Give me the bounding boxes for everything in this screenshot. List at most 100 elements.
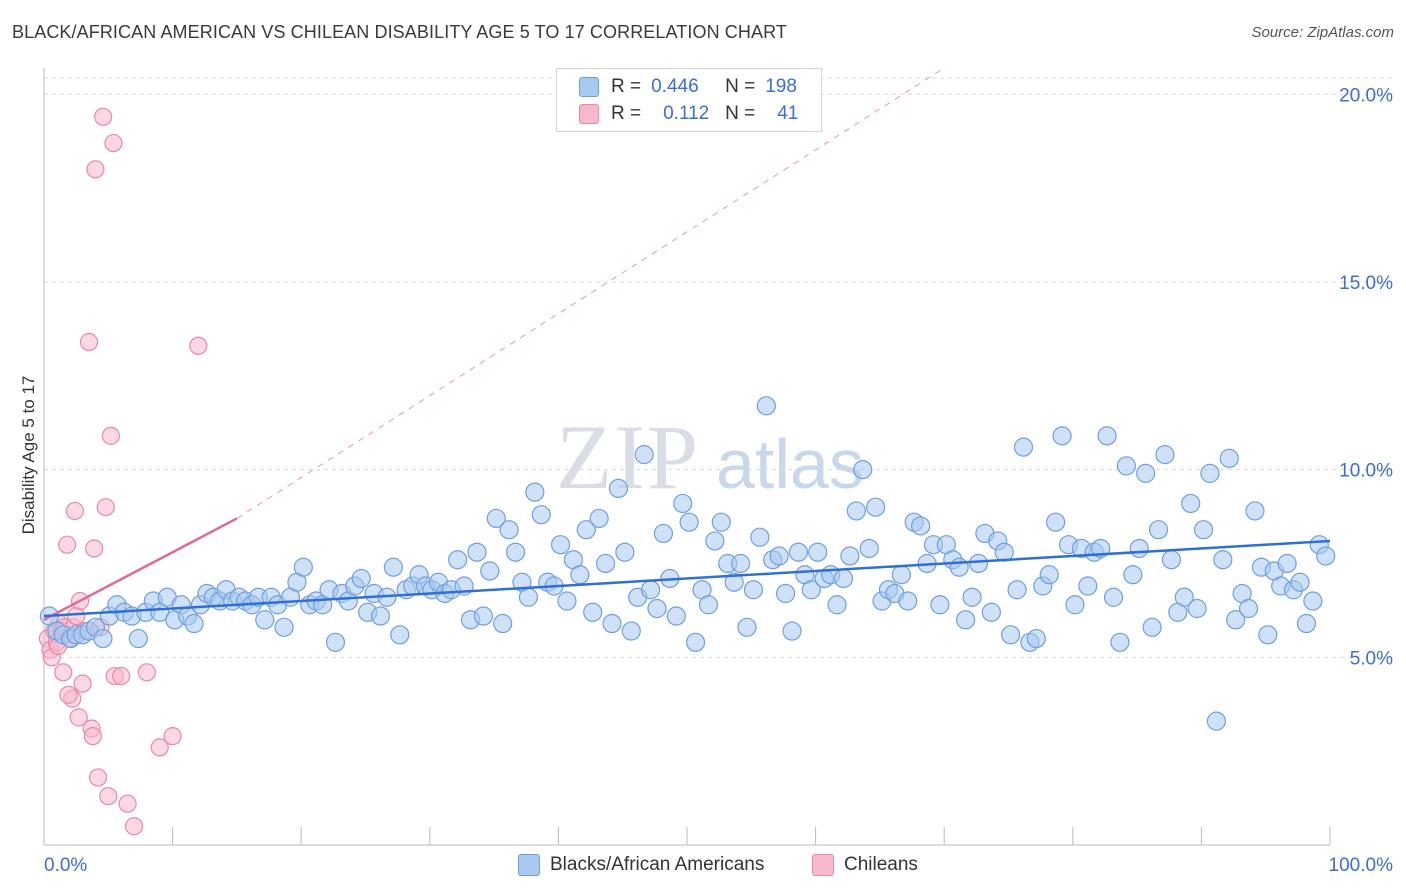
blacks-point <box>1316 546 1336 566</box>
blacks-point <box>1123 565 1143 585</box>
blacks-point <box>679 512 699 532</box>
chileans-point <box>67 606 86 626</box>
legend-item-chileans[interactable]: Chileans <box>812 852 918 878</box>
blacks-point <box>788 542 809 562</box>
blacks-point <box>1046 512 1066 532</box>
blacks-point <box>1116 456 1136 476</box>
blacks-point <box>743 580 764 600</box>
blacks-point <box>653 523 674 544</box>
blacks-point <box>1181 493 1201 514</box>
tick-labels: 5.0% 10.0% 15.0% 20.0% 0.0% 100.0% <box>44 85 1393 876</box>
blacks-point <box>801 580 821 600</box>
grid-lines <box>44 77 1394 658</box>
chart-title: BLACK/AFRICAN AMERICAN VS CHILEAN DISABI… <box>12 22 787 42</box>
legend-n-label: N = <box>725 76 756 97</box>
chileans-point <box>118 794 137 813</box>
chileans-trend-line <box>43 517 238 621</box>
blacks-point <box>493 613 513 634</box>
blacks-point <box>1174 587 1194 607</box>
chileans-point <box>69 708 88 727</box>
blacks-point <box>1142 617 1162 637</box>
blacks-point <box>647 598 667 619</box>
blacks-point <box>550 535 571 555</box>
blacks-point <box>730 553 751 574</box>
blacks-trend-line <box>43 539 1331 618</box>
blacks-point <box>1148 520 1169 540</box>
blacks-point <box>673 493 693 514</box>
blacks-point <box>782 621 802 641</box>
blacks-point <box>1219 448 1239 468</box>
blacks-point <box>1290 572 1310 592</box>
blacks-point <box>898 591 918 611</box>
blacks-point <box>769 546 789 566</box>
chileans-point <box>96 498 115 517</box>
chileans-trend-extension <box>236 67 945 519</box>
y-tick-label: 5.0% <box>1350 648 1393 669</box>
legend-n-label: N = <box>725 103 756 124</box>
y-tick-label: 10.0% <box>1339 461 1393 482</box>
blacks-point <box>1187 598 1207 619</box>
blacks-point <box>93 628 113 649</box>
blacks-point <box>859 538 879 559</box>
blacks-point <box>615 542 635 562</box>
blacks-point <box>557 591 577 611</box>
blacks-point <box>705 531 725 551</box>
legend-item-blacks[interactable]: Blacks/African Americans <box>518 852 764 878</box>
blacks-point <box>1103 587 1124 607</box>
chileans-point <box>150 738 169 757</box>
blacks-point <box>1238 598 1259 619</box>
blacks-point <box>480 561 500 581</box>
blacks-point <box>750 527 770 547</box>
blacks-point <box>1078 576 1098 596</box>
blacks-point <box>1007 580 1027 600</box>
chileans-point <box>58 535 77 554</box>
chileans-point <box>85 539 104 558</box>
blacks-point <box>570 565 590 585</box>
blacks-point <box>293 557 313 577</box>
legend-swatch-blacks <box>579 77 599 97</box>
legend-label-blacks: Blacks/African Americans <box>550 854 765 875</box>
chileans-point <box>124 817 144 836</box>
blacks-point <box>325 632 346 652</box>
blacks-point <box>1155 445 1175 465</box>
blacks-point <box>962 587 982 607</box>
chileans-point <box>163 727 182 746</box>
blacks-point <box>1296 613 1317 634</box>
stats-legend: R = 0.446 N = 198 R = 0.112 N = 41 <box>556 68 822 132</box>
blacks-point <box>583 602 603 622</box>
source-label: Source: ZipAtlas.com <box>1251 24 1394 41</box>
blacks-point <box>724 572 744 592</box>
chileans-point <box>59 685 78 704</box>
chileans-point <box>94 107 113 126</box>
chileans-point <box>86 160 105 179</box>
blacks-point <box>1097 426 1117 446</box>
blacks-point <box>589 508 609 529</box>
blacks-point <box>1206 711 1227 731</box>
chileans-point <box>65 501 84 521</box>
x-tick-label: 100.0% <box>1329 855 1394 876</box>
blacks-point <box>1258 625 1278 645</box>
blacks-point <box>956 610 976 630</box>
blacks-point <box>1110 632 1130 652</box>
watermark-atlas: atlas <box>716 425 864 503</box>
blacks-point <box>1161 550 1181 570</box>
legend-swatch-blacks <box>518 854 540 876</box>
blacks-points <box>39 396 1336 731</box>
blacks-point <box>840 546 860 566</box>
y-tick-label: 15.0% <box>1339 273 1393 294</box>
blacks-point <box>473 606 493 626</box>
blacks-point <box>685 632 706 652</box>
blacks-point <box>981 602 1001 622</box>
chileans-point <box>83 727 102 746</box>
blacks-point <box>737 617 757 637</box>
blacks-point <box>383 557 403 577</box>
axes <box>43 68 1331 846</box>
blacks-point <box>808 542 828 562</box>
legend-r-label: R = <box>611 76 642 97</box>
chileans-point <box>104 133 123 153</box>
blacks-point <box>499 520 519 540</box>
blacks-point <box>1026 628 1046 649</box>
blacks-point <box>255 610 275 630</box>
chileans-point <box>99 787 118 806</box>
